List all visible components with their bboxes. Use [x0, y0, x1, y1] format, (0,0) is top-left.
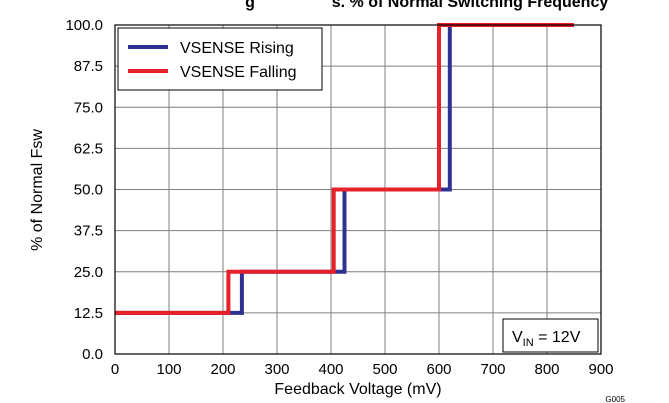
vin-v: V	[512, 329, 523, 346]
y-tick-label: 50.0	[74, 182, 103, 199]
legend: VSENSE Rising VSENSE Falling	[117, 27, 323, 91]
x-tick-label: 500	[372, 361, 397, 378]
x-tick-label: 700	[480, 361, 505, 378]
vin-annotation-text: VIN = 12V	[512, 329, 581, 349]
legend-box	[117, 27, 323, 91]
y-tick-label: 0.0	[82, 346, 103, 363]
plot-frame	[114, 24, 602, 355]
y-tick-label: 25.0	[74, 264, 103, 281]
y-tick-label: 12.5	[74, 305, 103, 322]
x-tick-label: 200	[210, 361, 235, 378]
x-tick-label: 600	[426, 361, 451, 378]
legend-label-rising: VSENSE Rising	[180, 40, 294, 57]
tick-labels: 0 100 200 300 400 500 600 700 800 900 0.0 12.5 25.0 3…	[65, 17, 613, 378]
y-axis-label: % of Normal Fsw	[29, 129, 46, 251]
legend-label-falling: VSENSE Falling	[180, 64, 297, 81]
x-axis-label: Feedback Voltage (mV)	[274, 381, 441, 398]
x-tick-label: 400	[318, 361, 343, 378]
x-tick-label: 0	[111, 361, 119, 378]
series-line-rising	[115, 23, 574, 315]
vin-value: = 12V	[534, 329, 581, 346]
y-tick-label: 75.0	[74, 99, 103, 116]
y-tick-label: 87.5	[74, 58, 103, 75]
series-layer	[115, 23, 574, 315]
x-tick-label: 100	[156, 361, 181, 378]
series-line-falling	[115, 23, 574, 315]
figure-code: G005	[605, 395, 625, 403]
title-right-fragment: s. % of Normal Switching Frequency	[332, 0, 609, 11]
vin-annotation: VIN = 12V	[502, 318, 599, 353]
y-tick-label: 100.0	[65, 17, 103, 34]
title-left-fragment: g	[245, 0, 255, 11]
x-tick-label: 300	[264, 361, 289, 378]
x-tick-label: 900	[588, 361, 613, 378]
y-tick-label: 37.5	[74, 223, 103, 240]
vin-subscript: IN	[523, 337, 534, 349]
y-tick-label: 62.5	[74, 140, 103, 157]
x-tick-label: 800	[534, 361, 559, 378]
vin-annotation-box	[502, 318, 599, 353]
chart-title: g s. % of Normal Switching Frequency	[245, 0, 608, 11]
